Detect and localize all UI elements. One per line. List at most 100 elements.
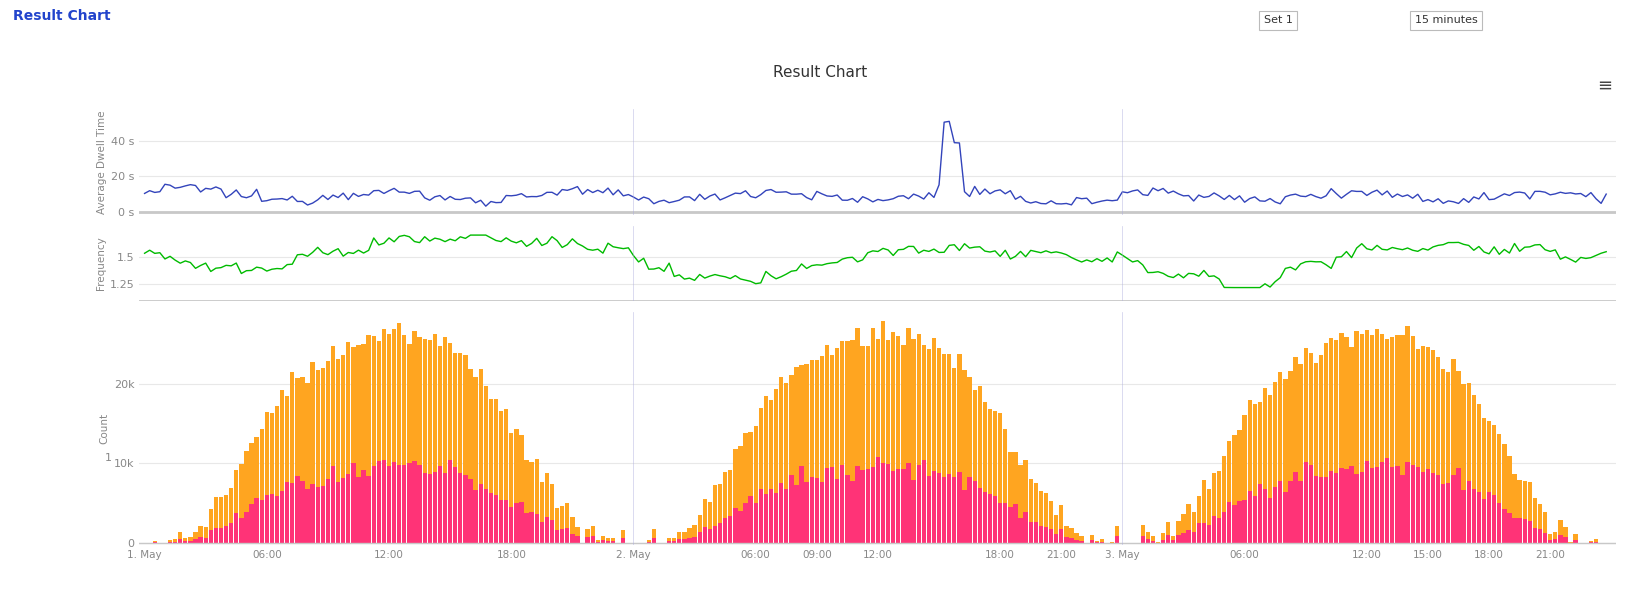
- Bar: [1268, 498, 1272, 543]
- Bar: [1411, 336, 1415, 543]
- Bar: [412, 461, 417, 543]
- Bar: [525, 460, 528, 543]
- Bar: [738, 446, 743, 543]
- Bar: [1012, 451, 1017, 543]
- Bar: [1252, 496, 1257, 543]
- Bar: [223, 526, 228, 543]
- Bar: [1574, 534, 1577, 543]
- Bar: [1314, 362, 1318, 543]
- Bar: [1431, 350, 1436, 543]
- Bar: [519, 436, 523, 543]
- Bar: [504, 409, 509, 543]
- Bar: [1283, 379, 1288, 543]
- Bar: [336, 359, 340, 543]
- Bar: [1421, 346, 1424, 543]
- Bar: [468, 479, 473, 543]
- Bar: [1380, 462, 1385, 543]
- Bar: [286, 396, 289, 543]
- Bar: [1349, 465, 1354, 543]
- Bar: [346, 474, 351, 543]
- Bar: [1451, 475, 1456, 543]
- Bar: [707, 529, 712, 543]
- Bar: [417, 338, 422, 543]
- Bar: [179, 532, 182, 543]
- Bar: [1390, 467, 1395, 543]
- Bar: [1298, 481, 1303, 543]
- Bar: [1099, 539, 1104, 543]
- Bar: [351, 347, 356, 543]
- Bar: [264, 495, 269, 543]
- Bar: [1070, 528, 1073, 543]
- Bar: [1177, 521, 1180, 543]
- Bar: [922, 461, 926, 543]
- Bar: [1416, 349, 1419, 543]
- Bar: [453, 353, 458, 543]
- Bar: [361, 470, 366, 543]
- Bar: [1339, 333, 1344, 543]
- Bar: [1218, 518, 1221, 543]
- Bar: [1416, 467, 1419, 543]
- Bar: [1242, 500, 1247, 543]
- Bar: [799, 365, 804, 543]
- Bar: [1365, 330, 1369, 543]
- Bar: [397, 322, 402, 543]
- Bar: [1477, 404, 1482, 543]
- Bar: [1227, 441, 1231, 543]
- Bar: [1552, 539, 1557, 543]
- Bar: [1319, 476, 1323, 543]
- Bar: [1380, 334, 1385, 543]
- Bar: [1075, 533, 1078, 543]
- Bar: [973, 481, 976, 543]
- Bar: [1029, 479, 1032, 543]
- Bar: [794, 367, 799, 543]
- Bar: [978, 386, 981, 543]
- Bar: [331, 466, 335, 543]
- Bar: [932, 338, 935, 543]
- Bar: [1065, 537, 1068, 543]
- Bar: [1518, 480, 1521, 543]
- Bar: [820, 482, 824, 543]
- Bar: [1344, 336, 1349, 543]
- Bar: [1186, 504, 1191, 543]
- Bar: [1360, 334, 1364, 543]
- Bar: [479, 484, 482, 543]
- Bar: [1360, 471, 1364, 543]
- Bar: [320, 486, 325, 543]
- Bar: [341, 478, 345, 543]
- Bar: [540, 522, 543, 543]
- Bar: [245, 451, 248, 543]
- Bar: [208, 530, 213, 543]
- Bar: [825, 345, 829, 543]
- Bar: [881, 321, 884, 543]
- Bar: [1349, 347, 1354, 543]
- Bar: [269, 494, 274, 543]
- Bar: [194, 531, 197, 543]
- Bar: [223, 495, 228, 543]
- Bar: [300, 481, 305, 543]
- Bar: [327, 479, 330, 543]
- Bar: [1405, 327, 1410, 543]
- Bar: [290, 372, 294, 543]
- Y-axis label: Average Dwell Time: Average Dwell Time: [97, 110, 107, 214]
- Bar: [789, 474, 794, 543]
- Bar: [1492, 425, 1497, 543]
- Bar: [835, 348, 839, 543]
- Bar: [1518, 518, 1521, 543]
- Bar: [172, 542, 177, 543]
- Bar: [189, 541, 192, 543]
- Bar: [1024, 512, 1027, 543]
- Bar: [576, 527, 579, 543]
- Bar: [947, 354, 952, 543]
- Bar: [830, 467, 834, 543]
- Bar: [1145, 539, 1150, 543]
- Y-axis label: Count: Count: [100, 413, 110, 444]
- Bar: [865, 345, 870, 543]
- Bar: [606, 541, 610, 543]
- Bar: [586, 538, 589, 543]
- Bar: [1400, 335, 1405, 543]
- Bar: [555, 530, 560, 543]
- Bar: [1441, 369, 1446, 543]
- Bar: [315, 487, 320, 543]
- Bar: [683, 532, 686, 543]
- Bar: [230, 524, 233, 543]
